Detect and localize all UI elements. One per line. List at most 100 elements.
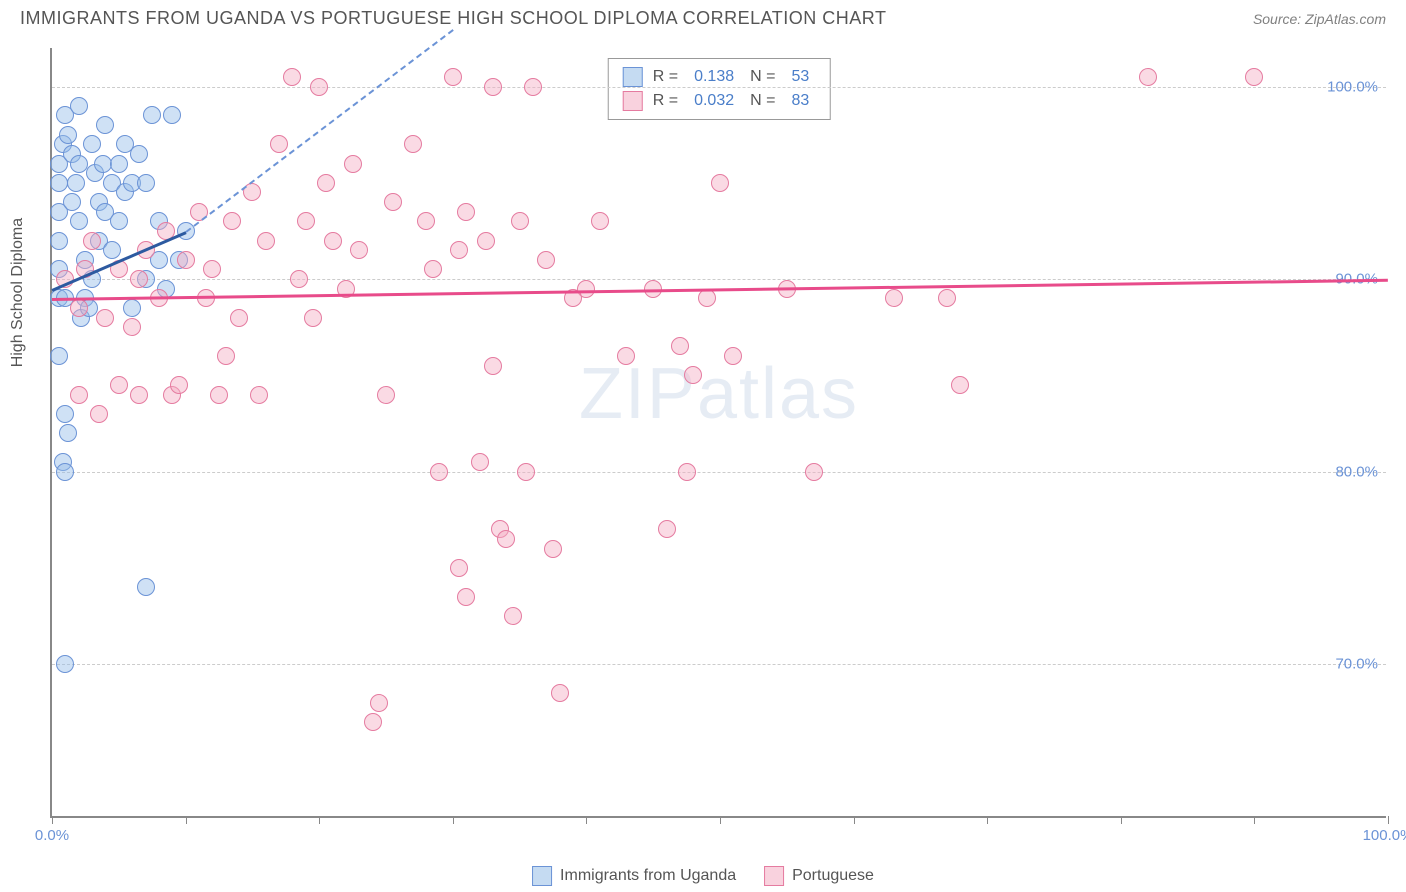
- scatter-point: [59, 424, 77, 442]
- scatter-point: [230, 309, 248, 327]
- legend-bottom-item: Portuguese: [764, 866, 874, 886]
- scatter-point: [110, 376, 128, 394]
- scatter-point: [350, 241, 368, 259]
- x-tick: [186, 816, 187, 824]
- scatter-point: [203, 260, 221, 278]
- legend-r-label: R =: [653, 68, 678, 86]
- plot-area: ZIPatlas R = 0.138 N = 53R = 0.032 N = 83 70.0…: [50, 48, 1386, 818]
- scatter-point: [143, 106, 161, 124]
- chart-container: High School Diploma ZIPatlas R =0.138N =…: [50, 48, 1386, 818]
- scatter-point: [684, 366, 702, 384]
- scatter-point: [83, 232, 101, 250]
- scatter-point: [377, 386, 395, 404]
- gridline: [52, 87, 1386, 88]
- scatter-point: [170, 376, 188, 394]
- scatter-point: [671, 337, 689, 355]
- scatter-point: [544, 540, 562, 558]
- scatter-point: [56, 655, 74, 673]
- trend-line: [185, 29, 453, 233]
- scatter-point: [210, 386, 228, 404]
- scatter-point: [424, 260, 442, 278]
- scatter-point: [137, 174, 155, 192]
- scatter-point: [678, 463, 696, 481]
- scatter-point: [457, 203, 475, 221]
- scatter-point: [484, 357, 502, 375]
- scatter-point: [344, 155, 362, 173]
- scatter-point: [123, 299, 141, 317]
- gridline: [52, 279, 1386, 280]
- scatter-point: [444, 68, 462, 86]
- scatter-point: [1245, 68, 1263, 86]
- scatter-point: [698, 289, 716, 307]
- scatter-point: [59, 126, 77, 144]
- scatter-point: [417, 212, 435, 230]
- scatter-point: [70, 386, 88, 404]
- scatter-point: [130, 270, 148, 288]
- scatter-point: [96, 116, 114, 134]
- scatter-point: [56, 463, 74, 481]
- legend-row: R = 0.138 N = 53: [623, 65, 816, 89]
- x-tick: [1254, 816, 1255, 824]
- scatter-point: [50, 347, 68, 365]
- scatter-point: [324, 232, 342, 250]
- scatter-point: [137, 578, 155, 596]
- scatter-point: [885, 289, 903, 307]
- scatter-point: [591, 212, 609, 230]
- x-tick: [854, 816, 855, 824]
- scatter-point: [430, 463, 448, 481]
- scatter-point: [50, 232, 68, 250]
- scatter-point: [1139, 68, 1157, 86]
- x-tick: [1121, 816, 1122, 824]
- legend-swatch: [764, 866, 784, 886]
- legend-r-value: 0.138: [694, 68, 734, 86]
- x-tick: [586, 816, 587, 824]
- x-tick-label: 0.0%: [35, 827, 69, 844]
- chart-header: IMMIGRANTS FROM UGANDA VS PORTUGUESE HIG…: [0, 0, 1406, 33]
- legend-bottom-label: Portuguese: [792, 867, 874, 885]
- chart-source: Source: ZipAtlas.com: [1253, 11, 1386, 27]
- scatter-point: [217, 347, 235, 365]
- x-tick: [987, 816, 988, 824]
- legend-bottom-label: Immigrants from Uganda: [560, 867, 736, 885]
- legend-swatch: [623, 67, 643, 87]
- watermark: ZIPatlas: [579, 353, 859, 435]
- legend-swatch: [623, 91, 643, 111]
- scatter-point: [163, 106, 181, 124]
- legend-n-value: 53: [791, 68, 809, 86]
- scatter-point: [177, 251, 195, 269]
- scatter-point: [364, 713, 382, 731]
- legend-n-label: N =: [750, 68, 775, 86]
- scatter-point: [250, 386, 268, 404]
- scatter-point: [457, 588, 475, 606]
- scatter-point: [477, 232, 495, 250]
- gridline: [52, 472, 1386, 473]
- scatter-point: [711, 174, 729, 192]
- scatter-point: [317, 174, 335, 192]
- scatter-point: [404, 135, 422, 153]
- scatter-point: [517, 463, 535, 481]
- scatter-point: [130, 386, 148, 404]
- y-tick-label: 70.0%: [1335, 656, 1378, 673]
- scatter-point: [805, 463, 823, 481]
- scatter-point: [96, 309, 114, 327]
- scatter-point: [537, 251, 555, 269]
- y-tick-label: 80.0%: [1335, 463, 1378, 480]
- watermark-rest: atlas: [697, 354, 859, 434]
- scatter-point: [103, 241, 121, 259]
- legend-r-value: 0.032: [694, 92, 734, 110]
- scatter-point: [938, 289, 956, 307]
- x-tick: [720, 816, 721, 824]
- scatter-point: [617, 347, 635, 365]
- legend-top: R = 0.138 N = 53R = 0.032 N = 83: [608, 58, 831, 120]
- scatter-point: [130, 145, 148, 163]
- gridline: [52, 664, 1386, 665]
- trend-line: [52, 279, 1388, 301]
- scatter-point: [83, 135, 101, 153]
- legend-bottom-item: Immigrants from Uganda: [532, 866, 736, 886]
- legend-n-value: 83: [791, 92, 809, 110]
- scatter-point: [384, 193, 402, 211]
- scatter-point: [370, 694, 388, 712]
- scatter-point: [471, 453, 489, 471]
- x-tick: [453, 816, 454, 824]
- scatter-point: [110, 212, 128, 230]
